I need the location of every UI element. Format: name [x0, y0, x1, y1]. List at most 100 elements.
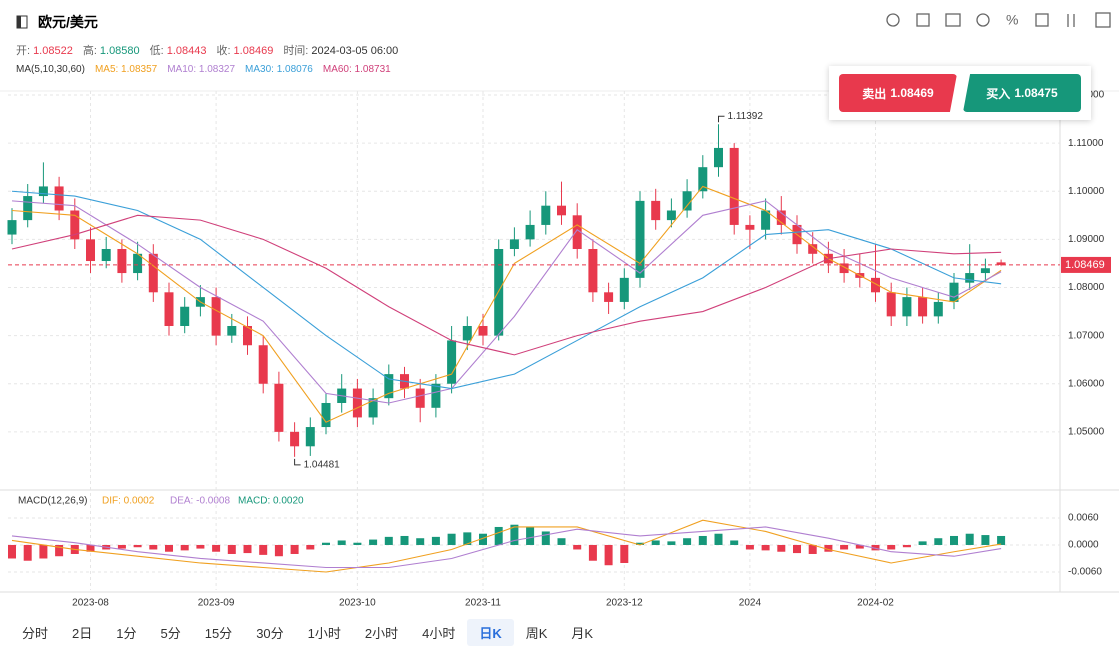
tab[interactable]: 周K [525, 626, 548, 641]
macd-bar [180, 544, 189, 551]
macd-line [11, 519, 1002, 573]
macd-bar [494, 526, 503, 545]
candle-body [227, 325, 237, 336]
macd-bar [745, 544, 754, 550]
tab[interactable]: 4小时 [422, 626, 456, 641]
macd-bar [259, 544, 268, 555]
candle-body [462, 325, 472, 341]
candle-body [776, 210, 786, 225]
y-tick-label: 1.05000 [1068, 427, 1105, 438]
grid-icon[interactable] [1035, 13, 1049, 27]
legend-entry: MA30: 1.08076 [245, 64, 313, 75]
macd-bar [918, 541, 927, 545]
candle-body [321, 402, 331, 428]
candle-body [588, 248, 598, 293]
y-tick-label: 1.10000 [1068, 186, 1105, 197]
draw-icon[interactable] [916, 13, 930, 27]
sell-label: 卖出 [862, 86, 887, 101]
macd-bar [479, 533, 487, 545]
macd-bar [149, 544, 158, 550]
candle-body [7, 220, 17, 235]
fullscreen-icon[interactable] [1095, 12, 1111, 28]
candle-body [23, 196, 33, 221]
candle-body [384, 374, 394, 399]
ohlc-value: 1.08443 [166, 45, 207, 57]
macd-bar [274, 544, 283, 557]
candle-body [274, 383, 284, 432]
price-tag-label: 1.08469 [1065, 259, 1105, 271]
macd-bar [526, 526, 535, 545]
tab[interactable]: 1小时 [307, 626, 341, 641]
macd-bar [887, 544, 896, 550]
tab[interactable]: 1分 [116, 626, 137, 641]
macd-bar [573, 544, 582, 550]
tab[interactable]: 5分 [160, 626, 181, 641]
tab[interactable]: 日K [467, 619, 514, 646]
tab[interactable]: 分时 [22, 626, 49, 641]
tab[interactable]: 月K [571, 626, 594, 641]
refresh-icon[interactable] [886, 13, 900, 27]
candle-body [886, 292, 896, 317]
macd-bar [117, 544, 126, 549]
macd-bar [212, 544, 221, 552]
ohlc-value: 2024-03-05 06:00 [311, 45, 399, 57]
macd-bar [604, 544, 613, 566]
buy-button[interactable]: 买入 1.08475 [963, 74, 1081, 112]
macd-bar [793, 544, 801, 554]
tab[interactable]: 2小时 [364, 626, 399, 641]
ohlc-value: 1.08469 [233, 45, 274, 57]
candle-body [745, 224, 755, 230]
icon [16, 15, 28, 29]
macd-bar [871, 544, 880, 551]
tab[interactable]: 15分 [204, 626, 233, 641]
x-tick-label: 2023-11 [465, 598, 501, 609]
macd-bar [997, 535, 1006, 545]
ohlc-item: 收: 1.08469 [216, 42, 273, 58]
macd-bar [510, 524, 519, 545]
macd-bar [243, 544, 252, 554]
pie-icon[interactable] [976, 13, 990, 27]
title: 欧元/美元 [38, 14, 98, 30]
legend-entry: MA10: 1.08327 [167, 64, 236, 75]
macd-bar [384, 536, 393, 545]
sell-price: 1.08469 [890, 86, 934, 100]
x-tick-label: 2024-02 [857, 598, 894, 609]
ma-title: MA(5,10,30,60) [16, 64, 85, 75]
ma-line [11, 214, 1002, 356]
x-tick-label: 2024 [739, 598, 762, 609]
macd-bar [39, 544, 48, 559]
macd-bar [463, 532, 472, 545]
percent-icon[interactable]: % [1006, 12, 1018, 28]
sell-button[interactable]: 卖出 1.08469 [839, 74, 957, 112]
indicator-icon[interactable] [945, 13, 961, 27]
ohlc-label: 低: [149, 45, 164, 57]
candle-body [478, 325, 488, 336]
candle-body [761, 210, 771, 230]
macd-bar [840, 544, 849, 550]
macd-bar [981, 535, 990, 545]
legend-entry: MACD: 0.0020 [238, 496, 304, 507]
macd-bar [8, 544, 16, 559]
macd-bar [950, 535, 958, 545]
candle-body [666, 210, 676, 221]
candle-body [541, 205, 551, 225]
candle-body [431, 383, 441, 408]
candle-body [965, 273, 975, 283]
legend-entry: DIF: 0.0002 [102, 496, 155, 507]
macd-bar [824, 544, 833, 552]
ohlc-label: 开: [16, 45, 31, 57]
macd-bar [431, 536, 440, 545]
macd-bar [730, 540, 739, 545]
period-tabs: 分时 2日 1分 5分 15分 30分 1小时 2小时 4小时 日K 周K 月K [10, 619, 605, 646]
tab[interactable]: 2日 [72, 626, 93, 641]
macd-bar [322, 542, 330, 545]
ohlc-label: 高: [82, 45, 97, 57]
macd-bar [447, 533, 456, 545]
buy-label: 买入 [986, 86, 1011, 101]
candle-body [305, 427, 315, 447]
macd-bar [416, 538, 425, 545]
tab[interactable]: 30分 [256, 626, 284, 641]
macd-bar [306, 544, 315, 550]
price-tag [1061, 256, 1111, 273]
